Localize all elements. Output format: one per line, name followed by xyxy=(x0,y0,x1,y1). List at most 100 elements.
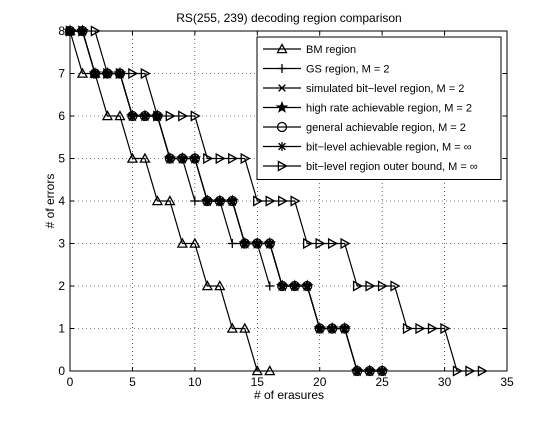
data-point xyxy=(278,195,289,207)
chart-title: RS(255, 239) decoding region comparison xyxy=(176,11,401,25)
data-point xyxy=(190,154,200,163)
data-point xyxy=(165,154,175,163)
data-point xyxy=(165,110,176,122)
data-point xyxy=(226,322,238,333)
x-tick-label: 5 xyxy=(129,375,136,389)
data-point xyxy=(302,237,314,250)
y-tick-label: 2 xyxy=(58,279,65,293)
data-point xyxy=(78,25,89,37)
data-point xyxy=(290,281,300,291)
data-point xyxy=(352,366,362,376)
series-line-0 xyxy=(69,30,270,372)
data-point xyxy=(452,365,463,377)
data-point xyxy=(315,237,326,250)
x-tick-label: 30 xyxy=(438,375,452,389)
data-point xyxy=(140,111,150,121)
data-point xyxy=(415,322,426,335)
y-tick-label: 6 xyxy=(58,109,65,123)
data-point xyxy=(440,322,451,335)
x-axis-label: # of erasures xyxy=(254,388,324,402)
data-point xyxy=(190,110,201,122)
legend-label: bit−level achievable region, M = ∞ xyxy=(306,142,472,154)
data-point xyxy=(139,152,151,163)
legend-box xyxy=(256,36,502,180)
data-point xyxy=(190,196,200,206)
data-point xyxy=(377,366,387,376)
data-point xyxy=(252,239,262,248)
data-point xyxy=(65,25,76,37)
legend-item: GS region, M = 2 xyxy=(263,64,389,76)
data-point xyxy=(101,110,114,121)
data-point xyxy=(151,195,164,206)
data-point xyxy=(164,195,176,206)
legend-item: bit−level region outer bound, M = ∞ xyxy=(263,160,478,173)
data-point xyxy=(227,239,237,248)
data-point xyxy=(140,67,151,80)
legend-item: general achievable region, M = 2 xyxy=(263,121,466,134)
x-tick-label: 35 xyxy=(500,375,514,389)
x-tick-label: 0 xyxy=(67,375,74,389)
data-point xyxy=(239,322,251,333)
data-point xyxy=(365,280,376,292)
legend-marker xyxy=(277,142,287,151)
data-point xyxy=(253,195,264,207)
data-point xyxy=(251,365,263,376)
y-tick-label: 7 xyxy=(58,67,65,81)
data-point xyxy=(265,239,275,248)
data-point xyxy=(215,196,225,206)
y-tick-label: 0 xyxy=(58,364,65,378)
data-point xyxy=(315,324,325,333)
data-point xyxy=(178,110,189,122)
data-point xyxy=(390,280,401,292)
data-point xyxy=(290,195,301,207)
legend-item: bit−level achievable region, M = ∞ xyxy=(263,142,472,154)
data-point xyxy=(240,239,250,248)
data-point xyxy=(126,152,139,163)
legend-marker xyxy=(275,100,289,113)
legend-label: BM region xyxy=(306,44,356,56)
y-axis-label: # of errors xyxy=(43,174,57,229)
data-point xyxy=(153,110,164,122)
data-point xyxy=(340,324,350,333)
data-point xyxy=(265,195,276,207)
data-point xyxy=(202,196,212,206)
y-tick-label: 1 xyxy=(58,322,65,336)
data-point xyxy=(302,281,312,291)
x-tick-label: 20 xyxy=(313,375,327,389)
data-point xyxy=(103,67,114,80)
data-point xyxy=(465,365,476,377)
data-point xyxy=(227,196,237,206)
data-point xyxy=(402,322,413,335)
y-tick-label: 8 xyxy=(58,24,65,38)
legend-label: simulated bit−level region, M = 2 xyxy=(306,83,464,95)
data-point xyxy=(240,152,251,165)
data-point xyxy=(264,365,276,376)
data-point xyxy=(203,152,214,165)
data-point xyxy=(90,25,101,37)
x-tick-label: 25 xyxy=(375,375,389,389)
legend-label: GS region, M = 2 xyxy=(306,64,389,76)
legend-label: bit−level region outer bound, M = ∞ xyxy=(306,161,478,173)
series-line-6 xyxy=(70,30,483,372)
data-point xyxy=(327,237,339,250)
x-tick-label: 15 xyxy=(251,375,265,389)
legend-item: BM region xyxy=(263,43,356,56)
data-point xyxy=(128,67,139,80)
legend-label: high rate achievable region, M = 2 xyxy=(306,103,472,115)
data-point xyxy=(201,280,213,291)
legend: BM region GS region, M = 2 simulated bit−l… xyxy=(256,36,502,180)
y-tick-label: 3 xyxy=(58,237,65,251)
legend-label: general achievable region, M = 2 xyxy=(306,122,466,134)
data-point xyxy=(114,110,126,121)
data-point xyxy=(90,69,100,78)
legend-item: simulated bit−level region, M = 2 xyxy=(263,83,464,95)
data-point xyxy=(377,280,388,292)
data-point xyxy=(365,366,375,376)
data-point xyxy=(340,237,351,250)
data-point xyxy=(277,281,287,291)
data-point xyxy=(427,322,438,335)
legend-marker xyxy=(276,43,288,54)
data-point xyxy=(127,111,137,121)
